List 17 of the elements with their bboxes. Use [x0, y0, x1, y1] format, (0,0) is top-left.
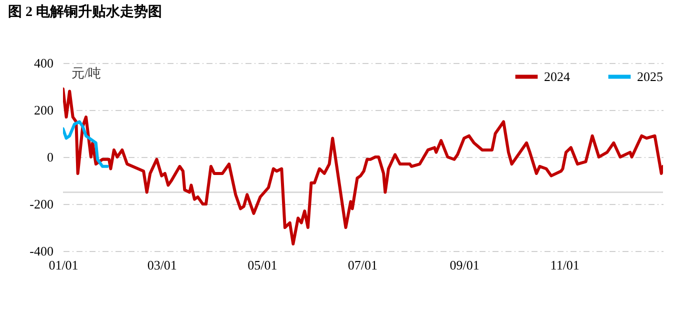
x-tick-label: 05/01 [248, 258, 278, 272]
legend-label: 2025 [637, 68, 663, 84]
y-tick-label: 200 [34, 102, 54, 118]
x-tick-label: 01/01 [48, 258, 78, 272]
line-series [63, 120, 109, 168]
x-tick-label: 09/01 [450, 258, 480, 272]
x-tick-label: 11/01 [550, 258, 580, 272]
x-tick-label: 03/01 [147, 258, 177, 272]
y-tick-label: -200 [30, 196, 54, 212]
legend-label: 2024 [544, 68, 570, 84]
chart-title: 图 2 电解铜升贴水走势图 [8, 3, 162, 20]
line-series [63, 87, 663, 246]
y-axis-title: 元/吨 [72, 66, 102, 80]
y-tick-label: 0 [47, 150, 54, 164]
y-tick-label: 400 [34, 56, 54, 70]
x-tick-label: 07/01 [348, 258, 378, 272]
y-tick-label: -400 [30, 244, 54, 258]
